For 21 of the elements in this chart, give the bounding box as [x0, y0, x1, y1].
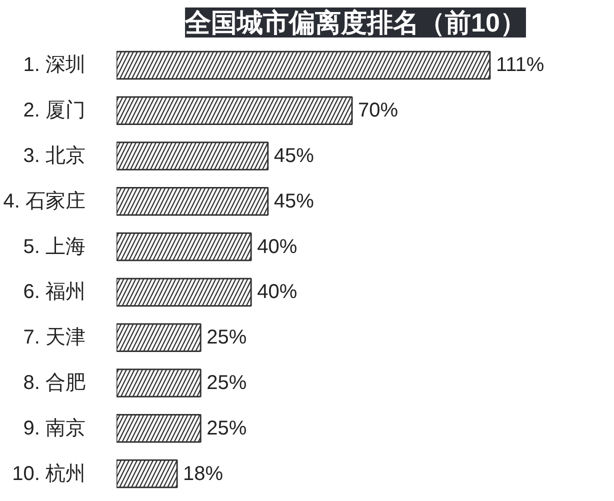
data-label: 40% [257, 281, 298, 304]
data-label: 18% [183, 462, 224, 485]
y-tick-label: 10. 杭州 [12, 462, 86, 485]
data-label: 40% [257, 236, 298, 258]
data-label: 111% [496, 54, 544, 76]
y-tick-label: 6. 福州 [23, 281, 86, 304]
y-tick-label: 3. 北京 [23, 145, 86, 167]
data-label: 45% [274, 190, 314, 212]
y-tick-label: 4. 石家庄 [3, 190, 86, 212]
y-tick-label: 1. 深圳 [23, 54, 86, 76]
data-label: 25% [206, 326, 247, 349]
y-tick-label: 9. 南京 [23, 417, 86, 440]
data-label: 25% [206, 372, 247, 394]
y-tick-label: 8. 合肥 [23, 372, 86, 394]
y-tick-label: 5. 上海 [23, 236, 86, 258]
data-label: 25% [206, 417, 247, 440]
data-label: 70% [358, 100, 398, 122]
data-label: 45% [274, 145, 314, 167]
chart-title: 全国城市偏离度排名（前10） [184, 8, 526, 38]
y-tick-label: 7. 天津 [23, 326, 86, 349]
y-tick-label: 2. 厦门 [23, 100, 86, 122]
